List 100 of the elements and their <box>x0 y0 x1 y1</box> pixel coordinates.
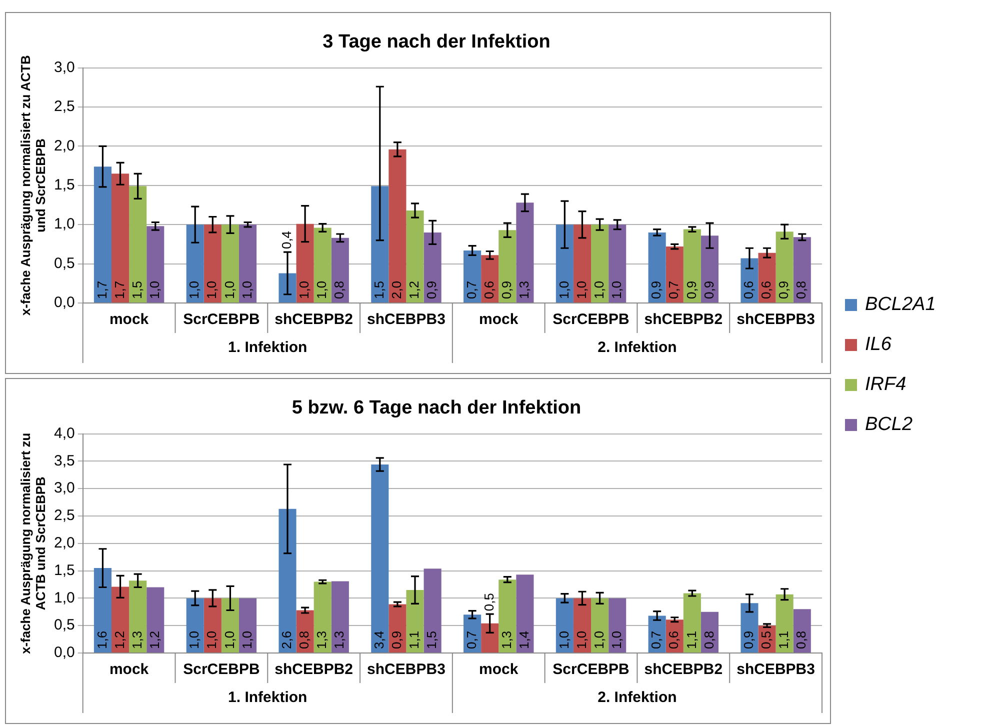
x-tick-label: mock <box>479 311 519 328</box>
data-label: 0,7 <box>648 630 664 649</box>
x-tick-label: ScrCEBPB <box>183 311 260 328</box>
bar <box>648 232 666 302</box>
data-label: 2,0 <box>389 280 404 299</box>
bar <box>296 224 314 302</box>
bar <box>331 581 349 652</box>
y-tick-label: 1,5 <box>54 176 75 194</box>
data-label: 1,0 <box>591 630 606 649</box>
bar <box>666 246 684 302</box>
y-tick-label: 0,5 <box>54 616 75 634</box>
data-label: 1,0 <box>222 280 237 299</box>
bar <box>186 598 204 652</box>
bar <box>238 224 257 302</box>
x-tick-label: shCEBPB3 <box>367 311 446 328</box>
bar <box>793 237 811 302</box>
data-label: 1,0 <box>608 630 624 649</box>
bar <box>573 224 592 302</box>
x-tick-label: mock <box>479 661 519 678</box>
bar <box>683 229 701 302</box>
bar <box>94 166 112 302</box>
data-label: 1,3 <box>332 630 347 649</box>
y-tick-label: 1,0 <box>54 216 75 233</box>
bar <box>204 598 222 652</box>
bar <box>314 582 332 652</box>
y-tick-label: 4,0 <box>54 424 75 442</box>
y-tick-label: 0,5 <box>54 254 75 272</box>
data-label: 1,2 <box>406 280 422 299</box>
data-label: 1,3 <box>129 630 144 649</box>
data-label: 0,7 <box>464 630 479 649</box>
data-label: 0,5 <box>481 593 496 612</box>
data-label: 1,3 <box>498 630 514 649</box>
bar <box>424 232 442 302</box>
data-label: 1,2 <box>146 630 162 649</box>
bar <box>331 238 349 302</box>
bar <box>204 224 222 302</box>
data-label: 0,8 <box>332 280 347 299</box>
bar <box>758 252 776 302</box>
data-label: 1,7 <box>112 280 127 299</box>
bar <box>278 273 296 302</box>
x-tick-label: shCEBPB2 <box>274 311 354 328</box>
x-tick-label: ScrCEBPB <box>552 661 630 678</box>
data-label: 0,9 <box>424 280 440 299</box>
data-label: 1,0 <box>314 280 330 299</box>
data-label: 1,1 <box>406 630 422 649</box>
bar <box>146 226 164 302</box>
data-label: 1,0 <box>296 280 312 299</box>
data-label: 1,1 <box>684 630 699 649</box>
bar <box>278 508 296 652</box>
bar <box>556 224 574 302</box>
bar <box>111 586 130 652</box>
y-tick-label: 2,5 <box>54 98 75 116</box>
data-label: 0,9 <box>389 630 404 649</box>
data-label: 1,0 <box>556 630 572 649</box>
text: 2. Infektion <box>598 339 677 356</box>
data-label: 0,9 <box>648 280 664 299</box>
x-tick-label: shCEBPB2 <box>644 311 723 328</box>
data-label: 0,9 <box>684 280 699 299</box>
bar <box>111 174 130 302</box>
data-label: 1,7 <box>94 280 110 299</box>
data-label: 1,0 <box>556 280 572 299</box>
data-label: 0,9 <box>776 280 792 299</box>
bar <box>314 228 332 302</box>
y-tick-label: 2,5 <box>54 507 75 524</box>
data-label: 1,0 <box>574 280 589 299</box>
data-label: 1,3 <box>516 280 532 299</box>
data-label: 1,4 <box>516 630 532 649</box>
bar <box>776 232 794 302</box>
bar <box>498 580 516 652</box>
y-tick-label: 0,0 <box>54 644 75 662</box>
data-label: 0,7 <box>464 280 479 299</box>
y-tick-label: 2,0 <box>54 137 75 154</box>
bar <box>186 224 204 302</box>
text: 1. Infektion <box>228 339 308 356</box>
x-tick-label: shCEBPB3 <box>736 311 815 328</box>
bar <box>406 210 424 302</box>
bar <box>498 230 516 302</box>
bar <box>608 598 626 652</box>
legend-label: BCL2 <box>865 414 913 436</box>
bar <box>793 609 811 652</box>
y-tick-label: 1,5 <box>54 562 75 579</box>
data-label: 1,0 <box>222 630 237 649</box>
data-label: 1,5 <box>129 280 144 299</box>
bar <box>481 623 499 652</box>
legend-label: IRF4 <box>865 374 906 396</box>
bar <box>464 250 482 302</box>
data-label: 1,0 <box>591 280 606 299</box>
legend-label: IL6 <box>865 334 892 356</box>
data-label: 0,6 <box>758 280 774 299</box>
chart-title: 3 Tage nach der Infektion <box>322 32 550 53</box>
bar <box>221 224 239 302</box>
data-label: 1,0 <box>608 280 624 299</box>
y-tick-label: 3,0 <box>54 58 75 76</box>
x-tick-label: shCEBPB2 <box>274 661 354 678</box>
data-label: 0,6 <box>666 630 682 649</box>
data-label: 1,6 <box>94 630 110 649</box>
bar <box>424 568 442 652</box>
data-label: 0,7 <box>666 280 682 299</box>
data-label: 0,4 <box>279 230 294 250</box>
bar <box>129 580 147 652</box>
